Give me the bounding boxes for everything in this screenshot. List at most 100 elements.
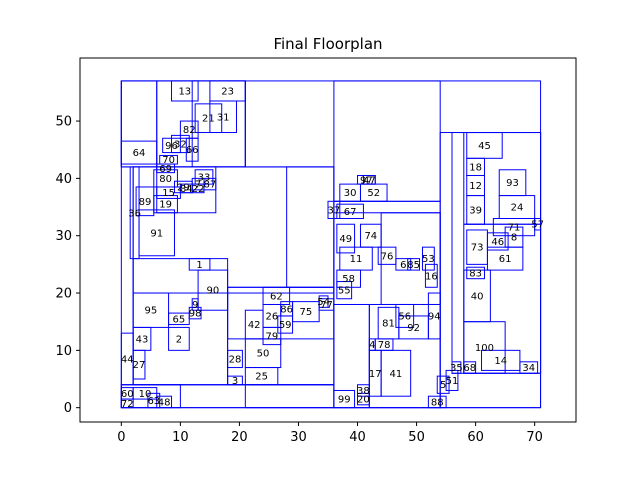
room-label-74: 74 (364, 231, 377, 242)
x-tick-label-50: 50 (408, 430, 425, 445)
room-rect-34 (519, 361, 539, 374)
room-rect-21 (194, 103, 223, 134)
room-label-71: 71 (508, 223, 521, 234)
room-rect-62 (262, 286, 291, 305)
room-label-43: 43 (136, 334, 149, 345)
room-label-61: 61 (499, 254, 512, 265)
room-label-47: 47 (363, 175, 376, 186)
room-rect-5 (436, 375, 450, 394)
room-label-36: 36 (128, 208, 141, 219)
room-label-9: 9 (192, 300, 198, 311)
outline-rect-4 (191, 80, 246, 168)
room-label-39: 39 (469, 205, 482, 216)
room-rect-55 (336, 281, 353, 300)
room-rect-72 (120, 398, 134, 409)
room-rect-100 (463, 321, 506, 374)
room-label-68: 68 (463, 363, 476, 374)
room-label-67: 67 (344, 207, 357, 218)
room-label-83: 83 (469, 268, 482, 279)
x-tick-label-30: 30 (290, 430, 307, 445)
room-label-24: 24 (511, 203, 524, 214)
room-label-3: 3 (232, 376, 238, 387)
y-tick-label-30: 30 (55, 229, 72, 244)
room-rect-2 (168, 326, 190, 351)
room-label-45: 45 (478, 141, 491, 152)
room-label-60: 60 (121, 389, 134, 400)
room-rect-80 (153, 169, 178, 188)
room-label-97: 97 (360, 175, 373, 186)
room-rect-95 (132, 292, 170, 328)
room-rect-91 (138, 209, 175, 257)
room-label-34: 34 (522, 363, 535, 374)
y-tick-label-40: 40 (55, 172, 72, 187)
room-rect-73 (466, 229, 488, 265)
room-rect-20 (357, 392, 370, 406)
x-tick-label-10: 10 (172, 430, 189, 445)
outline-rect-18 (244, 384, 335, 409)
room-label-16: 16 (425, 271, 438, 282)
room-label-19: 19 (159, 200, 172, 211)
room-label-10: 10 (139, 389, 152, 400)
room-label-64: 64 (133, 148, 146, 159)
room-rect-94 (427, 292, 441, 340)
room-label-50: 50 (257, 349, 270, 360)
room-label-82: 82 (183, 125, 196, 136)
room-label-54: 54 (317, 297, 330, 308)
room-label-95: 95 (144, 306, 157, 317)
room-label-80: 80 (159, 174, 172, 185)
outline-rect-23 (286, 166, 335, 288)
room-rect-86 (280, 301, 294, 317)
room-label-42: 42 (248, 320, 261, 331)
room-label-13: 13 (178, 86, 191, 97)
room-label-37: 37 (328, 205, 341, 216)
room-label-4: 4 (369, 340, 375, 351)
y-axis: 0 10 20 30 40 50 (55, 115, 80, 416)
room-label-70: 70 (162, 155, 175, 166)
room-rect-67 (336, 203, 364, 220)
room-rect-44 (120, 332, 134, 386)
room-label-44: 44 (121, 354, 134, 365)
room-rect-76 (377, 246, 397, 265)
room-rect-48 (156, 395, 173, 409)
room-rect-64 (120, 140, 158, 165)
room-rect-41 (380, 349, 412, 397)
room-label-57: 57 (531, 220, 544, 231)
room-label-81: 81 (382, 319, 395, 330)
room-label-98: 98 (189, 309, 202, 320)
x-tick-label-60: 60 (467, 430, 484, 445)
room-label-62: 62 (270, 291, 283, 302)
room-rect-70 (159, 154, 178, 165)
outline-rect-15 (451, 132, 542, 374)
room-label-49: 49 (339, 234, 352, 245)
room-rect-96 (162, 137, 181, 154)
room-rect-58 (336, 269, 361, 288)
room-label-46: 46 (491, 237, 504, 248)
room-label-6: 6 (400, 260, 406, 271)
room-rect-39 (466, 195, 485, 225)
room-label-84: 84 (180, 184, 193, 195)
x-tick-label-20: 20 (231, 430, 248, 445)
room-label-93: 93 (506, 178, 519, 189)
room-label-17: 17 (369, 369, 382, 380)
room-label-100: 100 (475, 343, 494, 354)
room-label-63: 63 (147, 396, 160, 407)
room-label-65: 65 (173, 314, 186, 325)
room-label-88: 88 (431, 397, 444, 408)
room-label-76: 76 (381, 251, 394, 262)
room-label-5: 5 (440, 380, 446, 391)
room-rect-88 (427, 395, 447, 409)
room-rect-28 (227, 349, 243, 369)
room-label-53: 53 (422, 254, 435, 265)
room-label-87: 87 (204, 180, 217, 191)
room-label-7: 7 (195, 180, 201, 191)
room-label-22: 22 (192, 184, 205, 195)
room-rect-35 (451, 361, 462, 374)
room-label-15: 15 (162, 188, 175, 199)
x-tick-label-40: 40 (349, 430, 366, 445)
room-label-94: 94 (428, 311, 441, 322)
room-rect-99 (333, 389, 356, 409)
room-label-85: 85 (407, 260, 420, 271)
room-label-51: 51 (446, 376, 459, 387)
y-tick-label-10: 10 (55, 344, 72, 359)
